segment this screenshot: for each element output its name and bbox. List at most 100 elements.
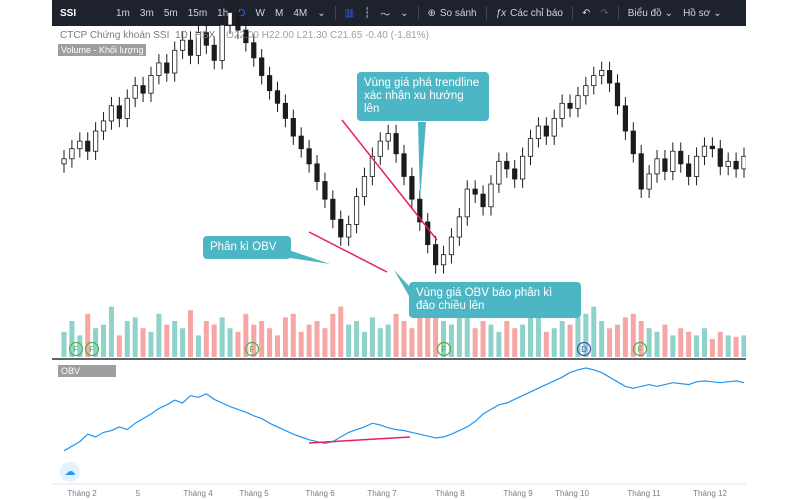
candle-body [282,102,288,119]
candle-body [361,176,368,198]
interval-5m[interactable]: 5m [163,7,178,19]
interval-15m[interactable]: 15m [187,7,208,19]
candle-body [638,153,644,190]
interval-dropdown-icon[interactable]: ⌄ [317,7,326,19]
candle-body [85,140,91,152]
volume-bar [441,321,447,357]
volume-bar [314,321,320,357]
volume-bar [567,324,573,357]
volume-bar [235,331,241,357]
indicators-button[interactable]: ƒx Các chỉ báo [491,0,568,26]
line-type-icon[interactable]: 〜 [380,9,391,21]
profile-menu-button[interactable]: Hồ sơ ⌄ [678,0,727,26]
main-legend: CTCP Chứng khoán SSI 1D HSX O22.00 H22.0… [60,30,429,41]
candle-body [227,12,233,26]
volume-bar [77,335,83,357]
volume-bar [195,335,201,357]
candle-body [433,244,439,266]
chart-menu-label: Biểu đồ [627,7,662,19]
candle-body [61,158,67,165]
volume-bar [401,321,407,357]
candle-body [425,221,431,246]
interval-w[interactable]: W [255,7,265,19]
event-marker [576,341,592,357]
legend-name: CTCP Chứng khoán SSI [60,30,170,41]
trendline-breakout [341,119,438,241]
candle-body [243,29,249,44]
x-tick-label: 5 [136,489,141,498]
candle-body [670,150,676,172]
volume-bar [282,317,288,357]
candle-body [369,155,375,177]
volume-bar [156,313,162,357]
chart-menu-button[interactable]: Biểu đồ ⌄ [623,0,678,26]
chevron-down-icon: ⌄ [713,7,722,19]
compare-button[interactable]: ⊕ So sánh [423,0,482,26]
volume-bar [274,335,280,357]
volume-bar [504,321,510,357]
interval-1h[interactable]: 1h [217,7,229,19]
volume-bar [164,324,170,357]
candle-body [520,155,526,180]
volume-bar [124,321,130,357]
volume-bar [132,317,138,357]
volume-bar [559,321,565,357]
candle-body [385,133,391,142]
profile-menu-label: Hồ sơ [683,7,711,19]
candle-body [77,140,83,150]
indicators-label: Các chỉ báo [510,7,563,19]
chart-canvas[interactable]: F F F F D F Tháng 2 5 Tháng 4 Tháng 5 Tháng 6 Tháng… [52,0,746,500]
candle-body [709,145,715,150]
volume-bar [551,328,557,357]
candle-body [606,70,613,84]
event-marker-label: F [442,345,447,354]
volume-bar [346,324,352,357]
candle-body [678,150,684,165]
candle-body [662,158,668,172]
candle-body [543,125,549,137]
volume-bar [630,313,636,357]
volume-bar [622,317,628,357]
candle-body [567,102,573,109]
redo-icon[interactable]: ↷ [600,7,609,19]
candle-body [353,196,360,225]
interval-1m[interactable]: 1m [116,7,130,19]
event-marker [436,341,452,357]
x-tick-label: Tháng 2 [67,489,97,498]
candle-body [266,75,273,92]
symbol-label[interactable]: SSI [60,7,77,19]
plus-circle-icon: ⊕ [427,7,436,19]
volume-bar [251,324,257,357]
candle-body [527,138,534,157]
chart-type-dropdown-icon[interactable]: ⌄ [400,7,409,19]
candle-body [346,224,352,238]
volume-bar [93,328,99,357]
volume-bar [662,324,668,357]
interval-3m[interactable]: 3m [139,7,154,19]
event-marker-label: F [250,345,255,354]
fx-icon: ƒx [495,7,507,19]
interval-m[interactable]: M [274,7,284,19]
candle-body [187,39,194,56]
candlestick-type-icon[interactable]: ▥ [344,7,355,19]
interval-d[interactable]: D [238,7,246,19]
x-tick-label: Tháng 9 [503,489,533,498]
compare-label: So sánh [439,7,477,19]
volume-bar [725,335,731,357]
event-marker-label: F [638,345,643,354]
candle-body [219,24,225,61]
volume-bar [464,317,470,357]
candle-body [393,133,399,155]
callout-pointer [418,122,426,200]
bar-type-icon[interactable]: ┆ [364,7,371,19]
undo-icon[interactable]: ↶ [581,7,591,19]
candle-body [251,42,257,59]
volume-bar [227,328,233,357]
volume-bar [520,324,526,357]
candle-body [274,90,281,104]
x-tick-label: Tháng 11 [627,489,661,498]
candle-body [124,97,130,119]
volume-bar [575,317,581,357]
volume-bar [61,331,67,357]
interval-4m[interactable]: 4M [293,7,308,19]
